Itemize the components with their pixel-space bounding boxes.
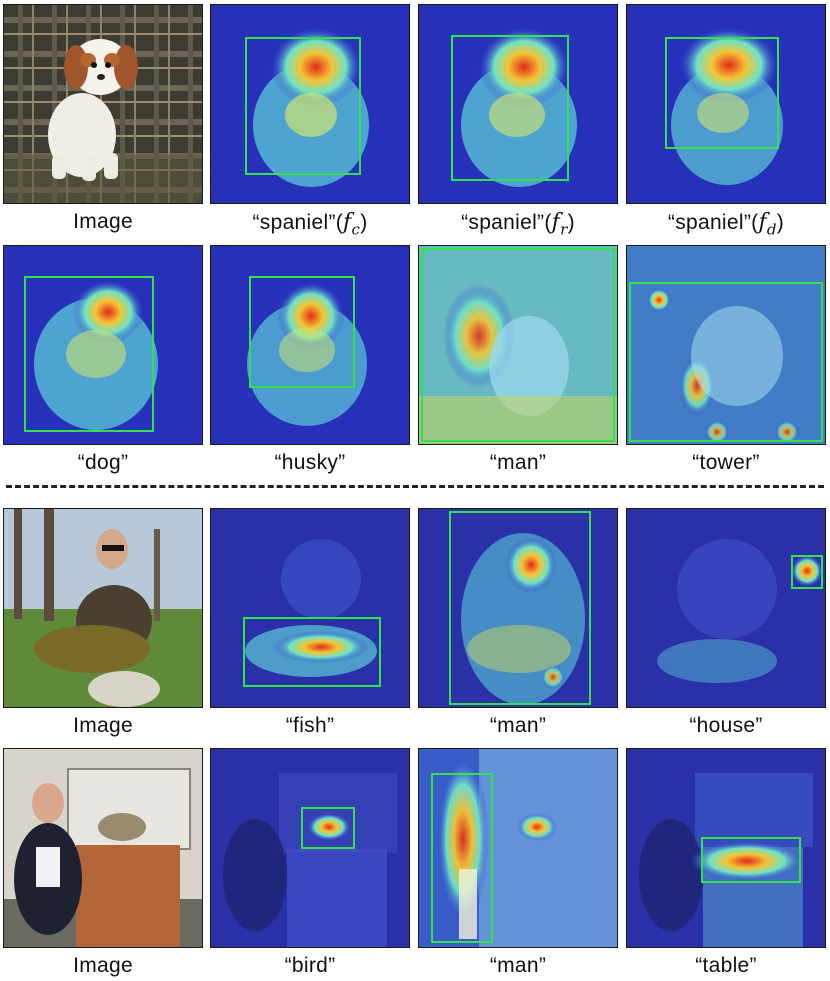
panel-dog: “dog” xyxy=(3,245,203,474)
panel-man-dog: “man” xyxy=(418,245,618,474)
caption: “dog” xyxy=(77,451,129,474)
photo-fish xyxy=(3,508,203,708)
caption: “man” xyxy=(489,451,547,474)
heatmap-illustration xyxy=(419,749,617,947)
caption: “man” xyxy=(489,714,547,737)
caption: “table” xyxy=(695,954,757,977)
heatmap-illustration xyxy=(419,509,617,707)
heatmap-spaniel-fc xyxy=(210,4,410,204)
heatmap-illustration xyxy=(211,749,409,947)
panel-man-bird: “man” xyxy=(418,748,618,977)
bounding-box xyxy=(449,511,591,705)
heatmap-man-fish xyxy=(418,508,618,708)
panel-fish-image: Image xyxy=(3,508,203,737)
bounding-box xyxy=(665,37,779,149)
caption: “spaniel”(fr) xyxy=(461,210,575,239)
panel-fish: “fish” xyxy=(210,508,410,737)
heatmap-illustration xyxy=(627,749,825,947)
fish-photo-illustration xyxy=(4,509,202,707)
panel-spaniel-fc: “spaniel”(fc) xyxy=(210,4,410,238)
heatmap-illustration xyxy=(211,509,409,707)
heatmap-man-bird xyxy=(418,748,618,948)
bounding-box xyxy=(701,837,801,883)
bounding-box xyxy=(421,248,615,442)
heatmap-husky xyxy=(210,245,410,445)
bounding-box xyxy=(24,276,154,432)
panel-bird-image: Image xyxy=(3,748,203,977)
panel-spaniel-fr: “spaniel”(fr) xyxy=(418,4,618,238)
photo-dog xyxy=(3,4,203,204)
bounding-box xyxy=(301,807,355,849)
caption: “house” xyxy=(689,714,763,737)
heatmap-illustration xyxy=(627,5,825,203)
caption: Image xyxy=(73,954,133,977)
caption: “bird” xyxy=(284,954,336,977)
heatmap-fish xyxy=(210,508,410,708)
heatmap-illustration xyxy=(627,509,825,707)
dashed-divider xyxy=(6,485,824,488)
heatmap-house xyxy=(626,508,826,708)
bounding-box xyxy=(629,282,823,442)
caption: “fish” xyxy=(285,714,335,737)
heatmap-illustration xyxy=(4,246,202,444)
heatmap-dog xyxy=(3,245,203,445)
panel-man-fish: “man” xyxy=(418,508,618,737)
caption: “tower” xyxy=(692,451,760,474)
heatmap-illustration xyxy=(211,246,409,444)
heatmap-illustration xyxy=(627,246,825,444)
heatmap-spaniel-fr xyxy=(418,4,618,204)
bird-photo-illustration xyxy=(4,749,202,947)
photo-bird xyxy=(3,748,203,948)
heatmap-tower xyxy=(626,245,826,445)
caption: “husky” xyxy=(274,451,346,474)
panel-dog-image: Image xyxy=(3,4,203,233)
bounding-box xyxy=(791,555,823,589)
heatmap-bird xyxy=(210,748,410,948)
caption: Image xyxy=(73,714,133,737)
caption: “man” xyxy=(489,954,547,977)
heatmap-illustration xyxy=(419,246,617,444)
heatmap-man-dog xyxy=(418,245,618,445)
panel-table: “table” xyxy=(626,748,826,977)
caption: “spaniel”(fc) xyxy=(252,210,368,239)
panel-spaniel-fd: “spaniel”(fd) xyxy=(626,4,826,238)
bounding-box xyxy=(431,773,493,943)
caption: “spaniel”(fd) xyxy=(667,210,785,239)
heatmap-spaniel-fd xyxy=(626,4,826,204)
panel-husky: “husky” xyxy=(210,245,410,474)
bounding-box xyxy=(249,276,355,388)
panel-house: “house” xyxy=(626,508,826,737)
bounding-box xyxy=(243,617,381,687)
bounding-box xyxy=(451,35,569,181)
caption: Image xyxy=(73,210,133,233)
dog-photo-illustration xyxy=(4,5,202,203)
bounding-box xyxy=(245,37,361,175)
panel-tower: “tower” xyxy=(626,245,826,474)
heatmap-table xyxy=(626,748,826,948)
panel-bird: “bird” xyxy=(210,748,410,977)
